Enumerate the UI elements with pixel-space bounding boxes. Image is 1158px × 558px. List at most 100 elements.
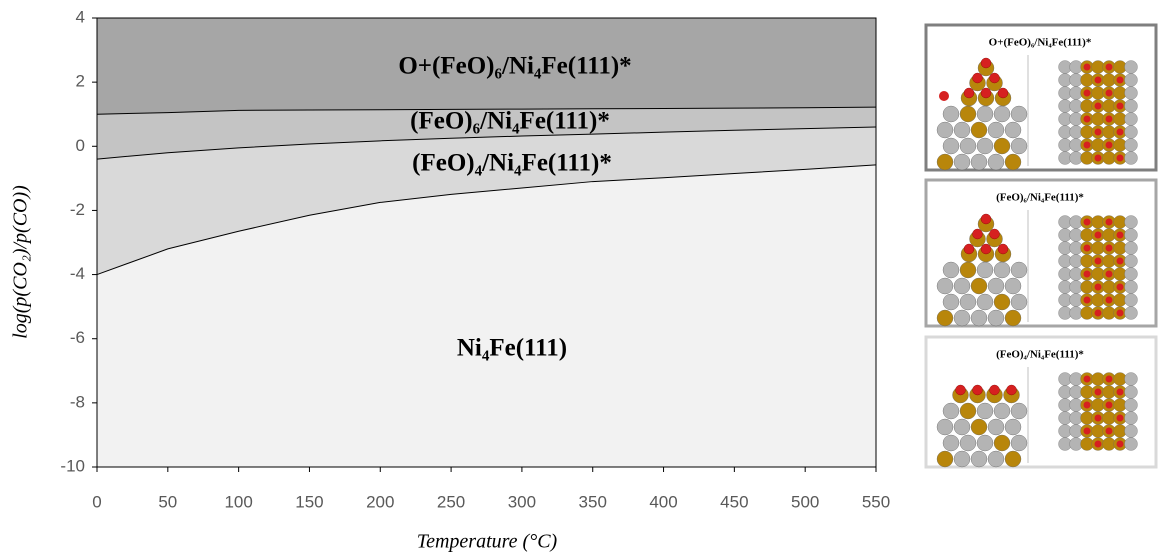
- atom: [1083, 427, 1091, 435]
- atom: [1124, 306, 1138, 320]
- atom: [1116, 309, 1124, 317]
- atom: [1105, 244, 1113, 252]
- region-label: Ni₄Fe(111): [457, 335, 567, 362]
- atom: [976, 402, 994, 420]
- atom: [1094, 414, 1102, 422]
- panel-title: (FeO)₄/Ni₄Fe(111)*: [996, 349, 1084, 361]
- atom: [1105, 270, 1113, 278]
- atom: [1083, 296, 1091, 304]
- atom: [993, 261, 1011, 279]
- atom: [953, 277, 971, 295]
- atom: [963, 243, 975, 255]
- y-tick-label: -2: [70, 200, 85, 219]
- atom: [976, 105, 994, 123]
- atom: [936, 418, 954, 436]
- region: [97, 127, 876, 275]
- atom: [959, 261, 977, 279]
- x-tick-label: 350: [579, 492, 607, 511]
- atom: [1116, 283, 1124, 291]
- atom: [1124, 86, 1138, 100]
- x-tick-label: 250: [437, 492, 465, 511]
- y-tick-label: -4: [70, 264, 85, 283]
- atom: [993, 105, 1011, 123]
- atom: [980, 243, 992, 255]
- atom: [1083, 375, 1091, 383]
- atom: [1124, 112, 1138, 126]
- phase-boundary: [96, 164, 877, 276]
- atom: [1004, 309, 1022, 327]
- atom: [1124, 73, 1138, 87]
- x-tick-label: 500: [791, 492, 819, 511]
- atom: [1083, 401, 1091, 409]
- atom: [970, 450, 988, 468]
- atom: [993, 137, 1011, 155]
- structure-panel: O+(FeO)₆/Ni₄Fe(111)*: [924, 23, 1158, 172]
- atom: [1116, 414, 1124, 422]
- atom: [1116, 440, 1124, 448]
- atom: [942, 434, 960, 452]
- atom: [1083, 115, 1091, 123]
- atom: [936, 277, 954, 295]
- atom: [976, 261, 994, 279]
- atom: [1094, 231, 1102, 239]
- atom: [959, 402, 977, 420]
- atom: [1105, 427, 1113, 435]
- atom: [1010, 105, 1028, 123]
- y-tick-label: 0: [76, 136, 85, 155]
- atom: [1010, 261, 1028, 279]
- atom: [1083, 218, 1091, 226]
- atom: [997, 87, 1009, 99]
- atom: [939, 91, 949, 101]
- atom: [1004, 418, 1022, 436]
- atom: [955, 384, 966, 396]
- x-tick-label: 50: [158, 492, 177, 511]
- atom: [1094, 388, 1102, 396]
- phase-boundary: [96, 106, 877, 115]
- structure-panel: (FeO)₄/Ni₄Fe(111)*: [924, 335, 1158, 469]
- region: [97, 164, 876, 467]
- atom: [976, 293, 994, 311]
- atom: [1124, 411, 1138, 425]
- x-tick-label: 0: [92, 492, 101, 511]
- atom: [1083, 141, 1091, 149]
- atom: [1124, 437, 1138, 451]
- x-tick-label: 150: [295, 492, 323, 511]
- x-tick-label: 100: [224, 492, 252, 511]
- atom: [953, 418, 971, 436]
- atom: [1105, 375, 1113, 383]
- atom: [936, 450, 954, 468]
- atom: [963, 87, 975, 99]
- plot-frame: [96, 17, 877, 468]
- x-tick-label: 450: [720, 492, 748, 511]
- y-tick-label: 2: [76, 72, 85, 91]
- atom: [959, 137, 977, 155]
- atom: [1124, 372, 1138, 386]
- atom: [1094, 154, 1102, 162]
- atom: [1124, 280, 1138, 294]
- atom: [993, 434, 1011, 452]
- atom: [987, 418, 1005, 436]
- atom: [970, 309, 988, 327]
- atom: [1116, 102, 1124, 110]
- atom: [1010, 137, 1028, 155]
- atom: [959, 293, 977, 311]
- atom: [1083, 63, 1091, 71]
- atom: [1004, 153, 1022, 171]
- x-tick-label: 300: [508, 492, 536, 511]
- atom: [942, 293, 960, 311]
- region-label: O+(FeO)₆/Ni₄Fe(111)*: [398, 53, 631, 80]
- atom: [1124, 228, 1138, 242]
- atom: [1094, 76, 1102, 84]
- structure-panel: (FeO)₆/Ni₄Fe(111)*: [924, 178, 1158, 328]
- atom: [987, 121, 1005, 139]
- atom: [1124, 267, 1138, 281]
- atom: [953, 121, 971, 139]
- atom: [959, 434, 977, 452]
- atom: [942, 261, 960, 279]
- atom: [1010, 402, 1028, 420]
- atom: [1116, 128, 1124, 136]
- atom: [970, 121, 988, 139]
- atom: [936, 121, 954, 139]
- atom: [989, 384, 1000, 396]
